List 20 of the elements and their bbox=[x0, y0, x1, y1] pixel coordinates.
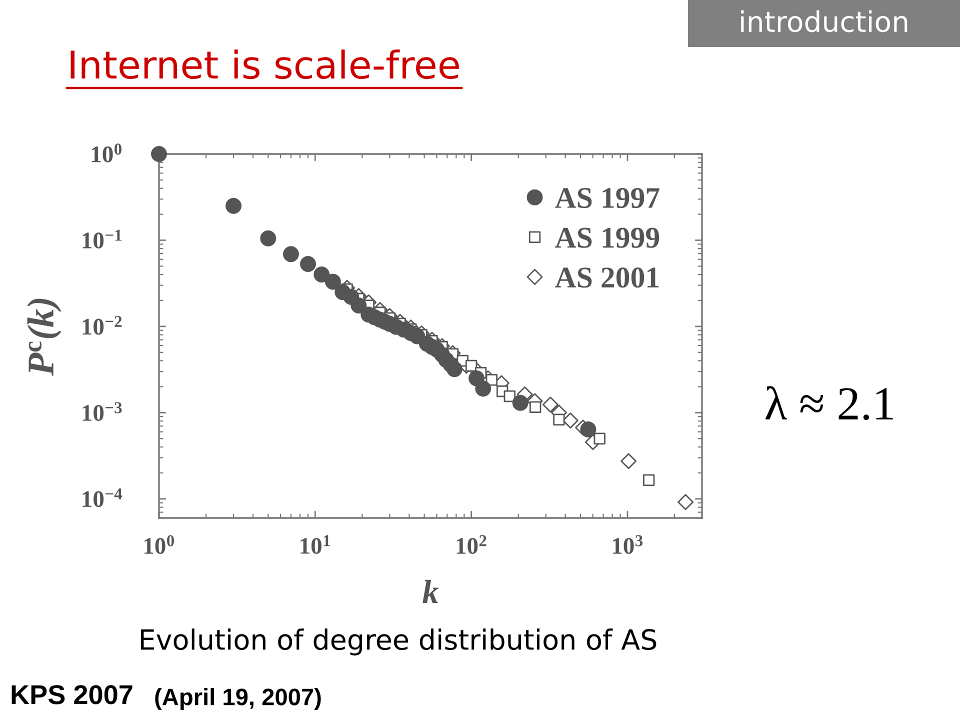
y-tick-label: 10$^{−4}$ bbox=[82, 488, 122, 508]
x-tick-label: 10$^{2}$ bbox=[456, 535, 486, 554]
x-tick-label: 10$^{0}$ bbox=[144, 535, 174, 554]
legend-label: AS 2001 bbox=[555, 268, 659, 288]
text: λ ≈ 2.1 bbox=[766, 386, 893, 420]
y-tick-label: 10$^{0}$ bbox=[92, 144, 122, 162]
text: (April 19, 2007) bbox=[155, 688, 321, 710]
text: KPS 2007 bbox=[12, 685, 132, 704]
x-axis-title: k bbox=[422, 580, 439, 604]
text: Evolution of degree distribution of AS bbox=[140, 628, 656, 656]
y-tick-label: 10$^{−1}$ bbox=[82, 230, 122, 248]
y-axis-title: P$^{c}$(k) bbox=[27, 298, 62, 376]
x-tick-label: 10$^{3}$ bbox=[612, 535, 643, 554]
y-tick-label: 10$^{−3}$ bbox=[82, 402, 122, 421]
legend-label: AS 1997 bbox=[555, 188, 660, 208]
chart-title: Internet is scale-free bbox=[70, 50, 459, 80]
y-tick-label: 10$^{−2}$ bbox=[82, 316, 122, 335]
x-tick-label: 10$^{1}$ bbox=[300, 535, 330, 554]
text: introduction bbox=[741, 10, 908, 32]
legend-label: AS 1999 bbox=[555, 228, 660, 248]
